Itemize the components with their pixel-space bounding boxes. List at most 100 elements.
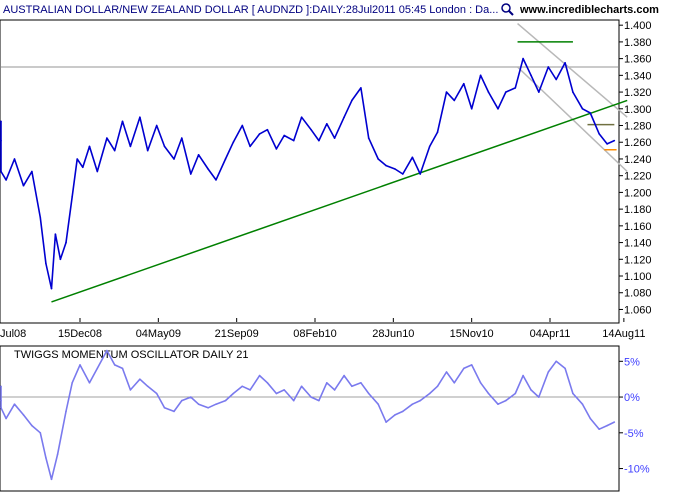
price-data-point: [367, 137, 370, 139]
oscillator-data-point: [505, 399, 507, 402]
oscillator-data-point: [445, 371, 448, 373]
oscillator-data-point: [394, 414, 396, 416]
price-data-point: [31, 170, 33, 173]
price-data-point: [232, 141, 235, 143]
oscillator-title: TWIGGS MOMENTUM OSCILLATOR DAILY 21: [14, 349, 249, 361]
oscillator-data-point: [258, 374, 261, 377]
price-y-tick-label: 1.380: [624, 37, 652, 49]
oscillator-data-point: [249, 389, 251, 391]
oscillator-data-point: [5, 417, 7, 420]
oscillator-data-point: [173, 410, 175, 413]
oscillator-data-point: [613, 421, 616, 423]
price-data-point: [613, 139, 616, 142]
price-y-tick-label: 1.100: [624, 271, 652, 283]
oscillator-data-point: [555, 360, 557, 363]
oscillator-data-point: [351, 385, 353, 388]
price-data-point: [300, 116, 303, 118]
channel-upper-line: [517, 22, 628, 118]
oscillator-data-point: [13, 403, 16, 406]
magnifier-icon[interactable]: [501, 3, 514, 16]
price-data-point: [487, 91, 490, 93]
oscillator-data-point: [283, 389, 286, 391]
oscillator-data-point: [419, 399, 422, 402]
oscillator-data-point: [581, 403, 584, 406]
price-data-point: [445, 91, 448, 93]
price-data-point: [76, 158, 78, 160]
price-data-point: [266, 128, 269, 131]
oscillator-data-point: [564, 367, 566, 370]
price-data-point: [589, 112, 592, 114]
price-data-point: [39, 216, 42, 219]
price-data-point: [326, 123, 328, 125]
price-y-tick-label: 1.260: [624, 137, 652, 149]
price-data-point: [479, 74, 482, 77]
price-x-tick-label: 08Feb10: [293, 328, 336, 340]
oscillator-data-point: [547, 371, 550, 373]
oscillator-data-point: [402, 410, 404, 413]
site-link[interactable]: www.incrediblecharts.com: [519, 4, 659, 16]
price-data-point: [249, 145, 251, 148]
price-data-point: [581, 108, 584, 110]
oscillator-data-point: [197, 403, 200, 406]
price-data-point: [258, 133, 261, 135]
oscillator-data-point: [385, 421, 387, 423]
price-data-point: [394, 168, 396, 170]
oscillator-data-point: [215, 403, 217, 406]
price-data-point: [572, 91, 574, 93]
oscillator-data-point: [487, 392, 490, 395]
price-data-point: [411, 156, 414, 159]
price-data-point: [310, 128, 312, 131]
price-data-point: [241, 124, 244, 127]
oscillator-data-point: [606, 424, 608, 427]
price-data-point: [5, 179, 7, 181]
oscillator-data-point: [88, 382, 91, 384]
price-data-point: [470, 108, 473, 110]
oscillator-data-point: [538, 396, 540, 398]
price-data-point: [65, 241, 67, 244]
oscillator-data-point: [479, 382, 482, 384]
oscillator-data-point: [497, 403, 499, 406]
price-y-tick-label: 1.180: [624, 204, 652, 216]
price-data-point: [538, 91, 540, 93]
oscillator-data-point: [367, 392, 370, 395]
oscillator-y-tick-label: 0%: [624, 392, 640, 404]
oscillator-data-point: [106, 349, 108, 352]
oscillator-data-point: [463, 367, 465, 370]
oscillator-data-point: [65, 410, 67, 413]
oscillator-data-point: [360, 382, 362, 384]
price-data-point: [71, 195, 73, 198]
chart-title: AUSTRALIAN DOLLAR/NEW ZEALAND DOLLAR [ A…: [3, 4, 498, 16]
oscillator-data-point: [275, 392, 278, 395]
price-data-point: [207, 168, 209, 170]
price-data-point: [54, 233, 57, 235]
price-y-tick-label: 1.060: [624, 304, 652, 316]
oscillator-data-point: [333, 389, 336, 391]
oscillator-data-point: [436, 385, 439, 388]
price-data-point: [121, 120, 124, 123]
price-x-tick-label: 14Aug11: [602, 328, 645, 340]
oscillator-panel: TWIGGS MOMENTUM OSCILLATOR DAILY 21 5% 0%…: [0, 345, 650, 492]
price-data-point: [224, 158, 227, 160]
price-data-point: [343, 116, 345, 118]
price-data-point: [45, 262, 47, 265]
oscillator-data-point: [343, 374, 345, 377]
price-data-point: [275, 148, 278, 150]
price-data-point: [215, 179, 217, 181]
price-data-point: [377, 158, 380, 160]
oscillator-line-group: [0, 349, 616, 481]
oscillator-series-line: [0, 349, 615, 481]
price-y-tick-label: 1.120: [624, 254, 652, 266]
oscillator-y-tick-label: -10%: [624, 464, 650, 476]
price-data-point: [173, 158, 175, 160]
oscillator-data-point: [139, 378, 141, 381]
price-data-point: [0, 120, 2, 123]
price-x-tick-label: Jul08: [0, 328, 26, 340]
price-x-axis: Jul08 15Dec08 04May09 21Sep09 08Feb10 28Jun10…: [0, 318, 645, 340]
price-x-tick-label: 15Nov10: [450, 328, 494, 340]
price-data-point: [88, 145, 91, 148]
price-y-tick-label: 1.160: [624, 221, 652, 233]
oscillator-data-point: [155, 392, 158, 395]
price-x-tick-label: 21Sep09: [215, 328, 259, 340]
oscillator-data-point: [530, 389, 532, 391]
oscillator-data-point: [39, 432, 42, 434]
